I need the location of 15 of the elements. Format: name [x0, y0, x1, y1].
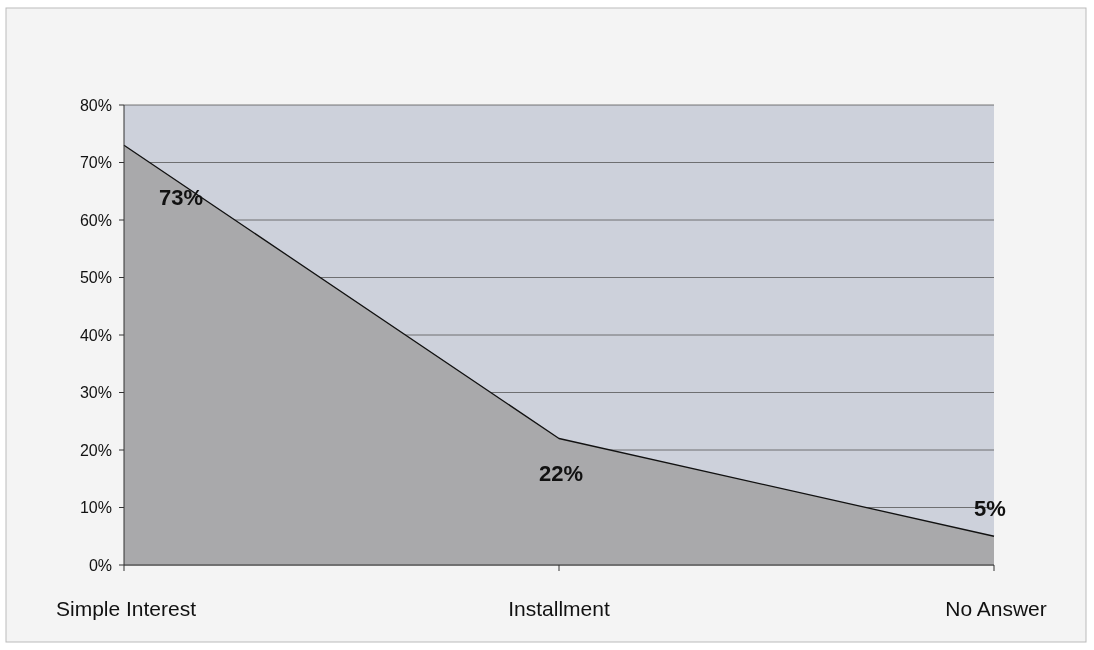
data-label: 22% — [539, 460, 584, 486]
x-tick-label: Simple Interest — [55, 597, 197, 620]
x-tick-label: Installment — [508, 597, 610, 620]
y-tick-label: 40% — [79, 326, 112, 344]
y-tick-label: 0% — [88, 556, 112, 574]
data-label: 73% — [159, 185, 204, 211]
y-tick-label: 10% — [79, 499, 112, 517]
y-tick-label: 60% — [79, 211, 112, 229]
y-tick-label: 20% — [79, 441, 112, 459]
y-tick-label: 80% — [79, 96, 112, 114]
y-tick-label: 30% — [79, 384, 112, 402]
x-tick-label: No Answer — [945, 597, 1047, 620]
y-tick-label: 50% — [79, 269, 112, 287]
data-label: 5% — [974, 496, 1006, 522]
y-tick-label: 70% — [79, 154, 112, 172]
